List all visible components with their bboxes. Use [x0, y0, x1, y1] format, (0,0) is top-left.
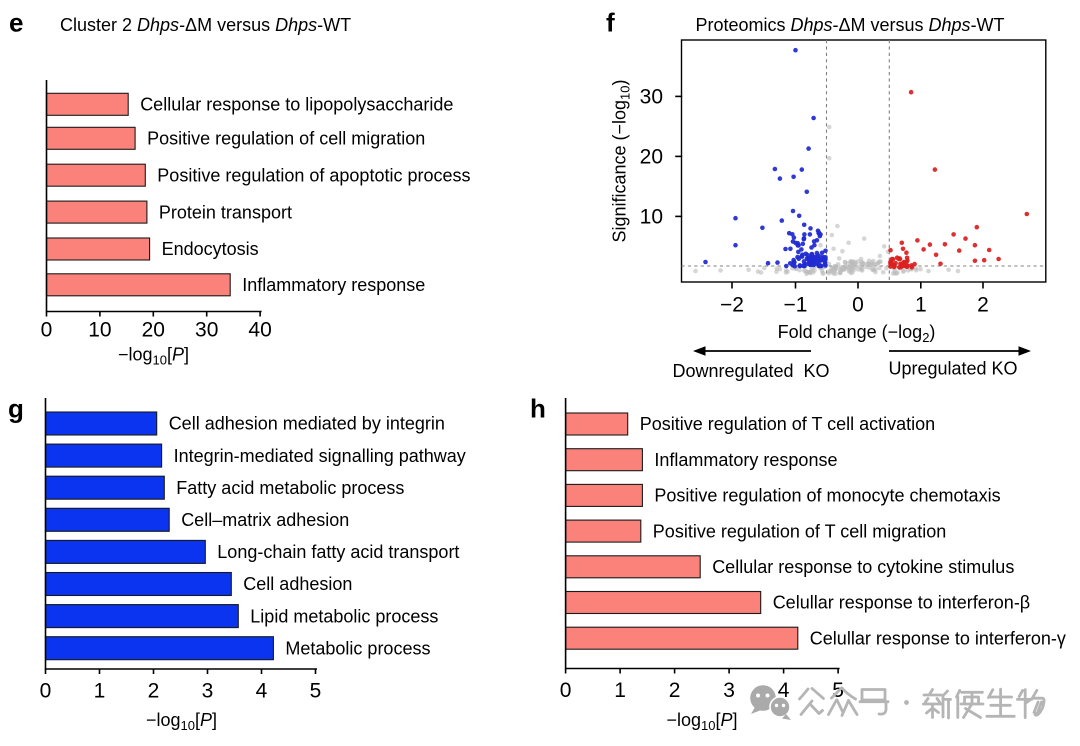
svg-text:10: 10 — [88, 319, 111, 342]
svg-text:Positive regulation of T cell: Positive regulation of T cell activation — [640, 414, 936, 434]
svg-text:Celullar response to interfero: Celullar response to interferon-γ — [810, 628, 1066, 648]
svg-text:Positive regulation of T cell: Positive regulation of T cell migration — [653, 521, 946, 541]
svg-text:Cellular response to cytokine: Cellular response to cytokine stimulus — [712, 557, 1014, 577]
svg-text:1: 1 — [915, 294, 927, 317]
svg-text:0: 0 — [40, 680, 52, 703]
svg-text:Positive regulation of apoptot: Positive regulation of apoptotic process — [157, 165, 470, 185]
svg-text:5: 5 — [310, 680, 322, 703]
svg-text:Endocytosis: Endocytosis — [162, 239, 259, 259]
svg-text:Long-chain fatty acid transpor: Long-chain fatty acid transport — [217, 542, 459, 562]
svg-text:2: 2 — [148, 680, 160, 703]
svg-text:10: 10 — [640, 205, 663, 228]
svg-text:3: 3 — [202, 680, 214, 703]
svg-text:−log10[P]: −log10[P] — [666, 710, 737, 733]
svg-text:0: 0 — [41, 319, 53, 342]
svg-text:Upregulated KO: Upregulated KO — [888, 359, 1017, 379]
svg-text:Cellular response to lipopolys: Cellular response to lipopolysaccharide — [140, 95, 453, 115]
svg-text:f: f — [606, 8, 615, 38]
svg-text:Cell adhesion: Cell adhesion — [243, 574, 352, 594]
svg-text:g: g — [8, 394, 24, 424]
svg-text:40: 40 — [248, 319, 271, 342]
svg-text:Cell adhesion mediated by inte: Cell adhesion mediated by integrin — [169, 414, 445, 434]
svg-text:Fatty acid metabolic process: Fatty acid metabolic process — [176, 478, 404, 498]
svg-text:−log10[P]: −log10[P] — [118, 345, 189, 368]
svg-text:Inflammatory response: Inflammatory response — [654, 450, 837, 470]
svg-text:0: 0 — [560, 679, 572, 702]
svg-text:−2: −2 — [720, 294, 744, 317]
svg-text:Protein transport: Protein transport — [159, 202, 292, 222]
svg-text:30: 30 — [640, 85, 663, 108]
svg-text:Cell–matrix adhesion: Cell–matrix adhesion — [181, 510, 349, 530]
svg-text:Fold change (−log2): Fold change (−log2) — [778, 322, 936, 345]
svg-text:30: 30 — [195, 319, 218, 342]
svg-text:20: 20 — [142, 319, 165, 342]
svg-text:3: 3 — [723, 679, 735, 702]
svg-text:2: 2 — [669, 679, 681, 702]
svg-text:1: 1 — [614, 679, 626, 702]
svg-text:Positive regulation of monocyt: Positive regulation of monocyte chemotax… — [654, 486, 1000, 506]
svg-text:2: 2 — [977, 294, 989, 317]
svg-text:Proteomics Dhps-ΔM versus Dhps: Proteomics Dhps-ΔM versus Dhps-WT — [695, 15, 1004, 35]
svg-text:Lipid metabolic process: Lipid metabolic process — [250, 606, 438, 626]
svg-text:20: 20 — [640, 145, 663, 168]
svg-text:h: h — [530, 394, 546, 424]
svg-text:Inflammatory response: Inflammatory response — [242, 275, 425, 295]
svg-text:Celullar response to interfero: Celullar response to interferon-β — [773, 593, 1030, 613]
svg-text:−1: −1 — [784, 294, 808, 317]
svg-text:Downregulated KO: Downregulated KO — [672, 361, 829, 381]
svg-text:Significance (−log10): Significance (−log10) — [610, 79, 633, 242]
svg-text:0: 0 — [852, 294, 864, 317]
svg-text:−log10[P]: −log10[P] — [146, 710, 217, 733]
svg-text:Metabolic process: Metabolic process — [285, 638, 430, 658]
svg-text:e: e — [9, 8, 23, 38]
svg-text:Cluster 2 Dhps-ΔM versus Dhps-: Cluster 2 Dhps-ΔM versus Dhps-WT — [60, 15, 351, 35]
svg-text:Integrin-mediated signalling p: Integrin-mediated signalling pathway — [174, 446, 466, 466]
svg-text:4: 4 — [256, 680, 268, 703]
svg-text:Positive regulation of cell mi: Positive regulation of cell migration — [147, 129, 425, 149]
svg-text:1: 1 — [94, 680, 106, 703]
